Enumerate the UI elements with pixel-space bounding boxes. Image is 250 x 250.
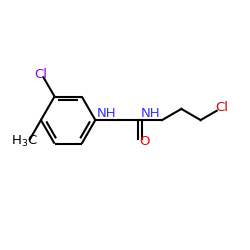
Text: O: O — [139, 134, 149, 147]
Text: NH: NH — [97, 107, 116, 120]
Text: NH: NH — [141, 107, 161, 120]
Text: Cl: Cl — [34, 68, 47, 81]
Text: Cl: Cl — [216, 101, 228, 114]
Text: H$_3$C: H$_3$C — [11, 134, 38, 149]
